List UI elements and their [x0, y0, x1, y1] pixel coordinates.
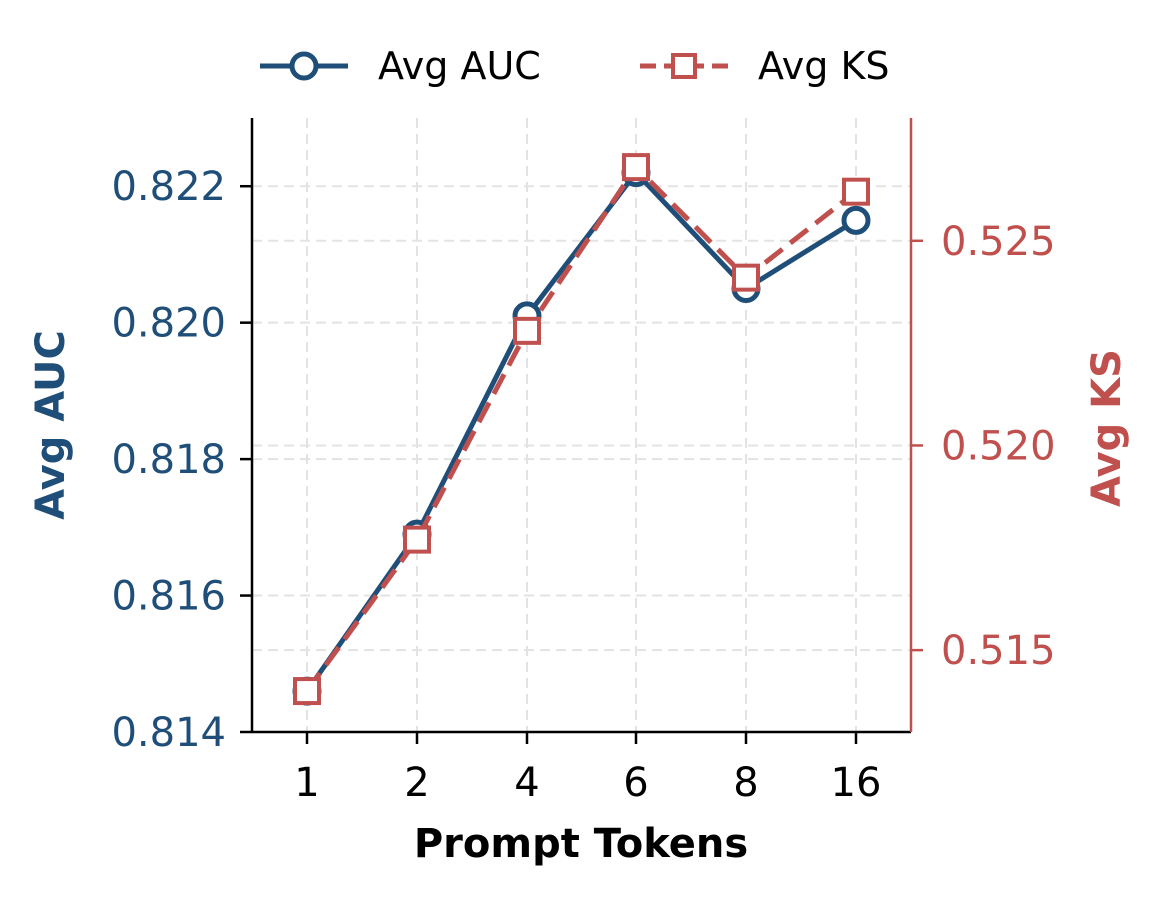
grid — [252, 118, 911, 733]
data-point-avg-auc — [841, 205, 871, 235]
left-tick-label: 0.822 — [111, 164, 226, 210]
left-tick-label: 0.814 — [111, 710, 226, 756]
x-tick-label: 2 — [404, 760, 429, 806]
x-tick-label: 16 — [831, 760, 882, 806]
data-point-avg-ks — [293, 677, 321, 706]
x-tick-label: 8 — [733, 760, 758, 806]
legend: Avg AUC Avg KS — [260, 44, 890, 88]
series-layer — [292, 153, 871, 706]
data-point-avg-ks — [622, 153, 650, 182]
axes — [250, 118, 913, 734]
legend-marker-avg-ks — [671, 53, 697, 79]
legend-label-avg-ks: Avg KS — [758, 44, 890, 88]
right-tick-label: 0.520 — [941, 423, 1056, 469]
x-tick-label: 1 — [294, 760, 319, 806]
series-avg-auc — [292, 158, 871, 706]
data-point-avg-ks — [513, 316, 541, 345]
right-tick-label: 0.525 — [941, 219, 1056, 265]
left-tick-label: 0.818 — [111, 437, 226, 483]
series-line-avg-ks — [304, 164, 858, 693]
left-axis-title: Avg AUC — [28, 330, 74, 520]
legend-item-avg-ks: Avg KS — [640, 44, 890, 88]
x-ticks: 1 2 4 6 8 16 — [294, 732, 881, 806]
x-tick-label: 6 — [623, 760, 648, 806]
left-tick-label: 0.820 — [111, 301, 226, 347]
left-tick-label: 0.816 — [111, 574, 226, 620]
left-ticks: 0.814 0.816 0.818 0.820 0.822 — [111, 164, 252, 756]
data-point-avg-ks — [842, 177, 870, 206]
data-point-avg-ks — [403, 525, 431, 554]
series-line-avg-auc — [304, 170, 858, 693]
x-tick-label: 4 — [514, 760, 539, 806]
data-point-avg-ks — [732, 263, 760, 292]
series-avg-ks — [293, 153, 870, 706]
legend-marker-avg-auc — [289, 51, 319, 81]
right-tick-label: 0.515 — [941, 628, 1056, 674]
right-axis-title: Avg KS — [1084, 349, 1130, 507]
legend-label-avg-auc: Avg AUC — [378, 44, 541, 88]
right-ticks: 0.515 0.520 0.525 — [911, 219, 1056, 674]
legend-item-avg-auc: Avg AUC — [260, 44, 541, 88]
x-axis-title: Prompt Tokens — [414, 821, 748, 867]
